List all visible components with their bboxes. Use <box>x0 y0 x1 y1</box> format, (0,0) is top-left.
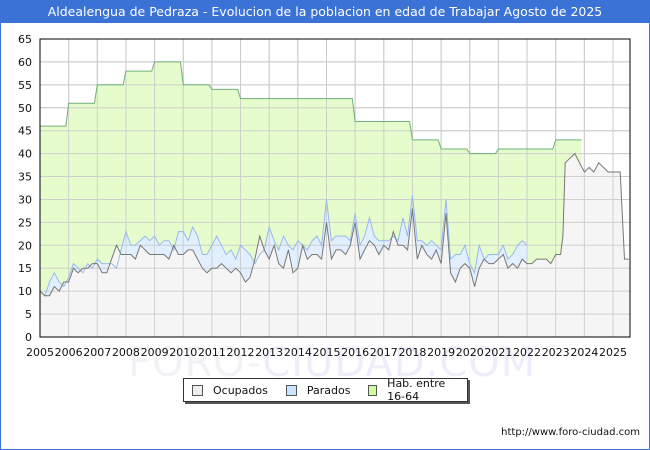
parados-line <box>39 194 528 297</box>
svg-text:20: 20 <box>18 239 32 252</box>
svg-text:60: 60 <box>18 56 32 69</box>
svg-text:65: 65 <box>18 33 32 46</box>
svg-text:15: 15 <box>18 262 32 275</box>
svg-text:5: 5 <box>25 308 32 321</box>
hab-swatch-icon <box>368 384 378 396</box>
svg-text:2015: 2015 <box>313 346 341 359</box>
svg-text:2006: 2006 <box>55 346 83 359</box>
legend-label-parados: Parados <box>306 383 351 397</box>
svg-text:35: 35 <box>18 171 32 184</box>
svg-text:2017: 2017 <box>370 346 398 359</box>
svg-text:2008: 2008 <box>112 346 140 359</box>
x-axis-labels: 2005 2006 2007 2008 2009 2010 2011 2012 2013 2014… <box>26 346 627 359</box>
svg-text:30: 30 <box>18 193 32 206</box>
svg-text:2010: 2010 <box>169 346 197 359</box>
svg-text:10: 10 <box>18 285 32 298</box>
svg-text:50: 50 <box>18 102 32 115</box>
svg-text:2019: 2019 <box>427 346 455 359</box>
legend-item-parados: Parados <box>285 383 351 397</box>
legend-item-hab: Hab. entre 16-64 <box>368 377 457 403</box>
svg-text:2009: 2009 <box>141 346 169 359</box>
svg-text:40: 40 <box>18 148 32 161</box>
legend-label-ocupados: Ocupados <box>213 383 268 397</box>
svg-text:2016: 2016 <box>341 346 369 359</box>
y-axis-labels: 0 5 10 15 20 25 30 35 40 45 50 55 60 65 <box>18 33 32 344</box>
svg-text:0: 0 <box>25 331 32 344</box>
plot-border <box>39 38 631 338</box>
svg-text:2024: 2024 <box>570 346 598 359</box>
hab-line <box>40 61 582 155</box>
svg-text:2023: 2023 <box>542 346 570 359</box>
svg-text:2020: 2020 <box>456 346 484 359</box>
ocupados-swatch-icon <box>192 384 203 396</box>
svg-text:55: 55 <box>18 79 32 92</box>
svg-text:2022: 2022 <box>513 346 541 359</box>
svg-text:2014: 2014 <box>284 346 312 359</box>
svg-text:25: 25 <box>18 216 32 229</box>
legend-item-ocupados: Ocupados <box>192 384 268 397</box>
svg-text:2005: 2005 <box>26 346 54 359</box>
svg-text:2021: 2021 <box>484 346 512 359</box>
parados-swatch-icon <box>285 384 297 396</box>
svg-text:2025: 2025 <box>599 346 627 359</box>
ocupados-line <box>39 152 629 297</box>
svg-text:45: 45 <box>18 125 32 138</box>
svg-text:2012: 2012 <box>227 346 255 359</box>
svg-text:2018: 2018 <box>398 346 426 359</box>
legend-label-hab: Hab. entre 16-64 <box>387 377 446 403</box>
svg-text:2011: 2011 <box>198 346 226 359</box>
svg-text:2007: 2007 <box>83 346 111 359</box>
legend: Ocupados Parados Hab. entre 16-64 <box>183 377 468 403</box>
source-url[interactable]: http://www.foro-ciudad.com <box>501 427 640 438</box>
svg-text:2013: 2013 <box>255 346 283 359</box>
chart-title: Aldealengua de Pedraza - Evolucion de la… <box>0 0 650 23</box>
